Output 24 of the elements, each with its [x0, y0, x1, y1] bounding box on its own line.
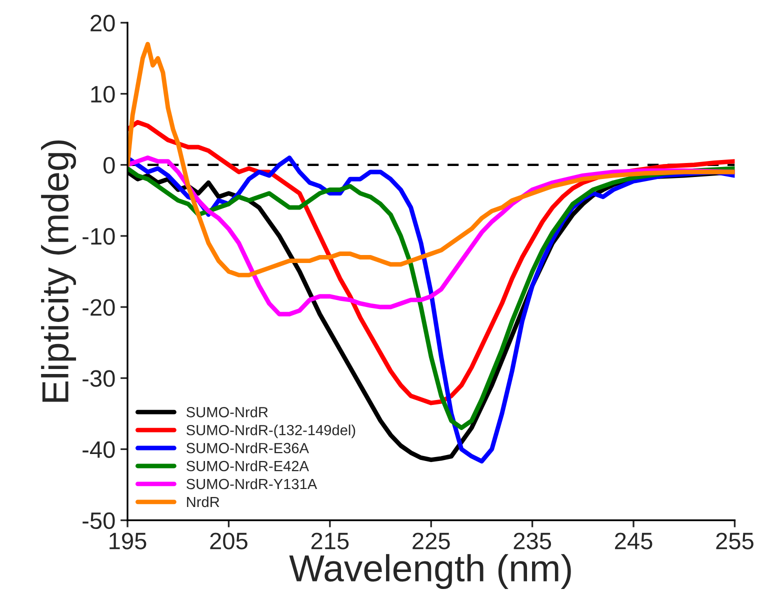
- legend-label: SUMO-NrdR-(132-149del): [186, 424, 356, 438]
- y-tick-label: 20: [90, 14, 115, 32]
- x-tick-label: 195: [110, 532, 146, 550]
- y-tick-label: 10: [91, 86, 115, 103]
- x-axis-title: Wavelength (nm): [289, 554, 571, 590]
- line-series: [128, 42, 735, 278]
- y-tick-label: 0: [104, 156, 115, 174]
- legend-label: SUMO-NrdR-E36A: [186, 442, 309, 454]
- legend-label: SUMO-NrdR-E42A: [186, 460, 309, 472]
- y-tick-label: -20: [82, 299, 115, 316]
- x-tick-label: 245: [615, 532, 652, 550]
- legend-label: SUMO-NrdR-Y131A: [186, 478, 318, 490]
- x-tick-label: 235: [514, 532, 552, 550]
- x-tick-label: 225: [412, 532, 450, 550]
- x-tick-label: 205: [210, 532, 248, 550]
- legend-label: NrdR: [187, 496, 220, 508]
- y-axis-title: Elipticity (mdeg): [41, 140, 76, 402]
- y-tick-label: -10: [82, 228, 115, 245]
- y-tick-label: -40: [82, 441, 115, 458]
- x-tick-label: 215: [311, 532, 349, 550]
- y-tick-label: -30: [82, 370, 115, 387]
- x-tick-label: 255: [716, 532, 754, 550]
- legend-label: SUMO-NrdR: [186, 406, 268, 418]
- y-tick-label: -50: [82, 512, 115, 530]
